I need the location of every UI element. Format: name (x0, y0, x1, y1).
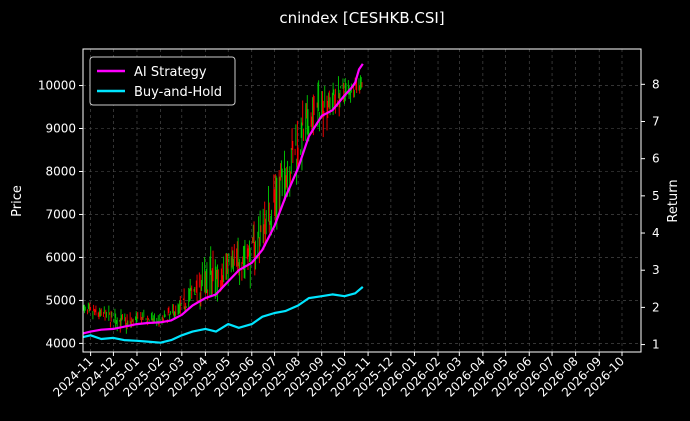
series-lines (82, 63, 364, 344)
y-left-tick-label: 6000 (45, 250, 76, 264)
legend-entry: AI Strategy (134, 65, 207, 80)
legend-entry: Buy-and-Hold (134, 85, 222, 100)
chart-title: cnindex [CESHKB.CSI] (279, 9, 444, 27)
y-right-tick-label: 5 (652, 189, 660, 203)
y-left-tick-label: 4000 (45, 336, 76, 350)
y-left-tick-label: 10000 (38, 79, 76, 93)
x-axis-ticks: 2024-112024-122025-012025-022025-032025-… (50, 352, 627, 400)
y-right-tick-label: 3 (652, 263, 660, 277)
legend: AI Strategy Buy-and-Hold (89, 56, 236, 106)
y-axis-right-label: Return (666, 179, 681, 222)
legend-box (89, 56, 236, 106)
y-axis-left-label: Price (10, 185, 25, 217)
y-right-tick-label: 2 (652, 300, 660, 314)
y-left-tick-label: 5000 (45, 293, 76, 307)
price-candles (82, 75, 363, 334)
series-line-ai-strategy (82, 63, 364, 335)
y-right-tick-label: 7 (652, 114, 660, 128)
y-right-tick-label: 6 (652, 152, 660, 166)
y-right-tick-label: 8 (652, 77, 660, 91)
y-right-tick-label: 1 (652, 338, 660, 352)
y-left-tick-label: 9000 (45, 122, 76, 136)
y-right-tick-label: 4 (652, 226, 660, 240)
left-axis-ticks: 4000 5000 6000 7000 8000 9000 10000 (38, 79, 83, 350)
y-left-tick-label: 8000 (45, 164, 76, 178)
series-line-buy-and-hold (82, 286, 364, 344)
plot-frame (82, 48, 642, 353)
y-left-tick-label: 7000 (45, 207, 76, 221)
right-axis-ticks: 1 2 3 4 5 6 7 8 (641, 77, 660, 352)
